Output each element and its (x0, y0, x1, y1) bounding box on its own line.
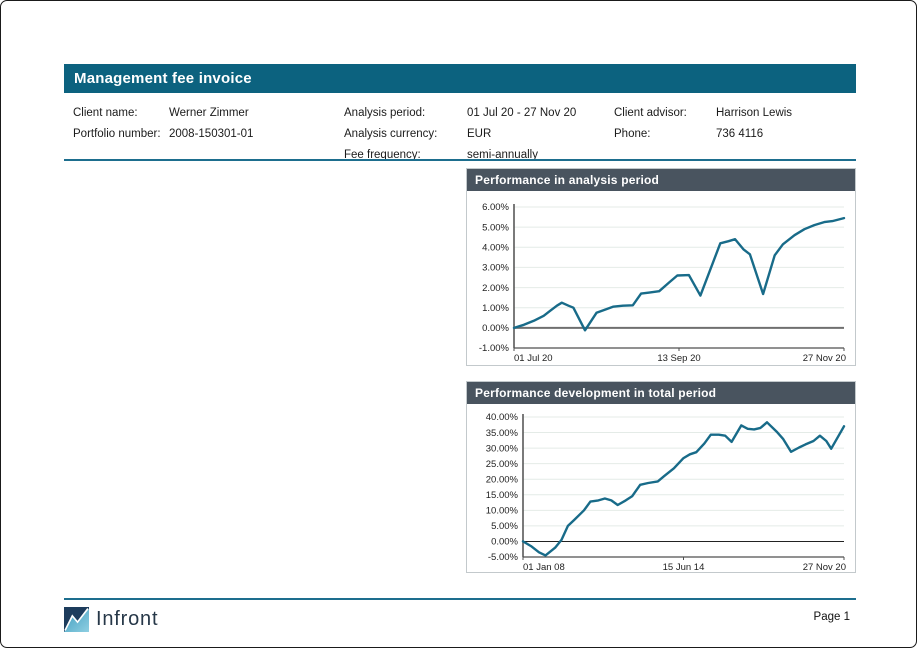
client-name-value: Werner Zimmer (169, 106, 249, 119)
x-tick-label: 13 Sep 20 (657, 353, 700, 364)
info-row: Analysis period: 01 Jul 20 - 27 Nov 20 (344, 102, 576, 123)
infront-logo-icon (64, 607, 89, 632)
x-tick-label: 01 Jul 20 (514, 353, 553, 364)
client-name-label: Client name: (73, 106, 138, 119)
y-tick-label: 5.00% (482, 222, 509, 233)
x-tick-label: 27 Nov 20 (803, 353, 846, 364)
y-tick-label: 20.00% (486, 474, 519, 485)
x-tick-label: 27 Nov 20 (803, 562, 846, 572)
y-tick-label: 10.00% (486, 506, 519, 517)
y-tick-label: 1.00% (482, 303, 509, 314)
y-tick-label: 35.00% (486, 428, 519, 439)
invoice-header: Management fee invoice (64, 64, 856, 93)
y-tick-label: 25.00% (486, 459, 519, 470)
y-tick-label: 0.00% (482, 323, 509, 334)
phone-value: 736 4116 (716, 127, 764, 140)
brand-name: Infront (96, 608, 159, 630)
analysis-info-column: Analysis period: 01 Jul 20 - 27 Nov 20 A… (344, 102, 576, 165)
info-row: Analysis currency: EUR (344, 123, 576, 144)
header-divider (64, 159, 856, 161)
portfolio-number-label: Portfolio number: (73, 127, 161, 140)
y-tick-label: 30.00% (486, 443, 519, 454)
fee-frequency-value: semi-annually (467, 148, 538, 161)
brand-footer: Infront (64, 607, 158, 632)
phone-label: Phone: (614, 127, 651, 140)
analysis-currency-label: Analysis currency: (344, 127, 438, 140)
client-advisor-value: Harrison Lewis (716, 106, 793, 119)
y-tick-label: 15.00% (486, 490, 519, 501)
y-tick-label: 2.00% (482, 283, 509, 294)
performance-series-line (521, 421, 846, 557)
info-row: Client name: Werner Zimmer (73, 102, 253, 123)
info-row: Phone: 736 4116 (614, 123, 792, 144)
client-info-column: Client name: Werner Zimmer Portfolio num… (73, 102, 253, 144)
analysis-period-label: Analysis period: (344, 106, 426, 119)
y-tick-label: 4.00% (482, 242, 509, 253)
x-tick-label: 01 Jan 08 (523, 562, 565, 572)
analysis-currency-value: EUR (467, 127, 492, 140)
y-tick-label: 3.00% (482, 263, 509, 274)
x-tick-label: 15 Jun 14 (663, 562, 705, 572)
advisor-info-column: Client advisor: Harrison Lewis Phone: 73… (614, 102, 792, 144)
y-tick-label: -1.00% (479, 343, 510, 354)
y-tick-label: 0.00% (491, 537, 518, 548)
page-title: Management fee invoice (74, 70, 252, 87)
performance-total-chart: 40.00% 35.00% 30.00% 25.00% 20.00% 15.00% 10.0… (486, 412, 846, 572)
page-number: Page 1 (813, 611, 850, 623)
footer-divider (64, 598, 856, 600)
info-row: Portfolio number: 2008-150301-01 (73, 123, 253, 144)
performance-series-line (512, 216, 846, 332)
analysis-period-value: 01 Jul 20 - 27 Nov 20 (467, 106, 577, 119)
y-tick-label: 40.00% (486, 412, 519, 423)
info-row: Client advisor: Harrison Lewis (614, 102, 792, 123)
y-tick-label: 6.00% (482, 202, 509, 213)
client-advisor-label: Client advisor: (614, 106, 687, 119)
fee-frequency-label: Fee frequency: (344, 148, 421, 161)
y-tick-label: 5.00% (491, 521, 518, 532)
total-period-chart-panel: Performance development in total period … (466, 381, 856, 573)
portfolio-number-value: 2008-150301-01 (169, 127, 254, 140)
chart-title-total-period: Performance development in total period (467, 382, 855, 404)
info-row: Fee frequency: semi-annually (344, 144, 576, 165)
performance-analysis-chart: 6.00% 5.00% 4.00% 3.00% 2.00% 1.00% 0.00% -1.00… (479, 202, 846, 364)
y-tick-label: -5.00% (488, 552, 519, 563)
analysis-period-chart-panel: Performance in analysis period 6.00% 5.00… (466, 168, 856, 366)
chart-title-analysis-period: Performance in analysis period (467, 169, 855, 191)
